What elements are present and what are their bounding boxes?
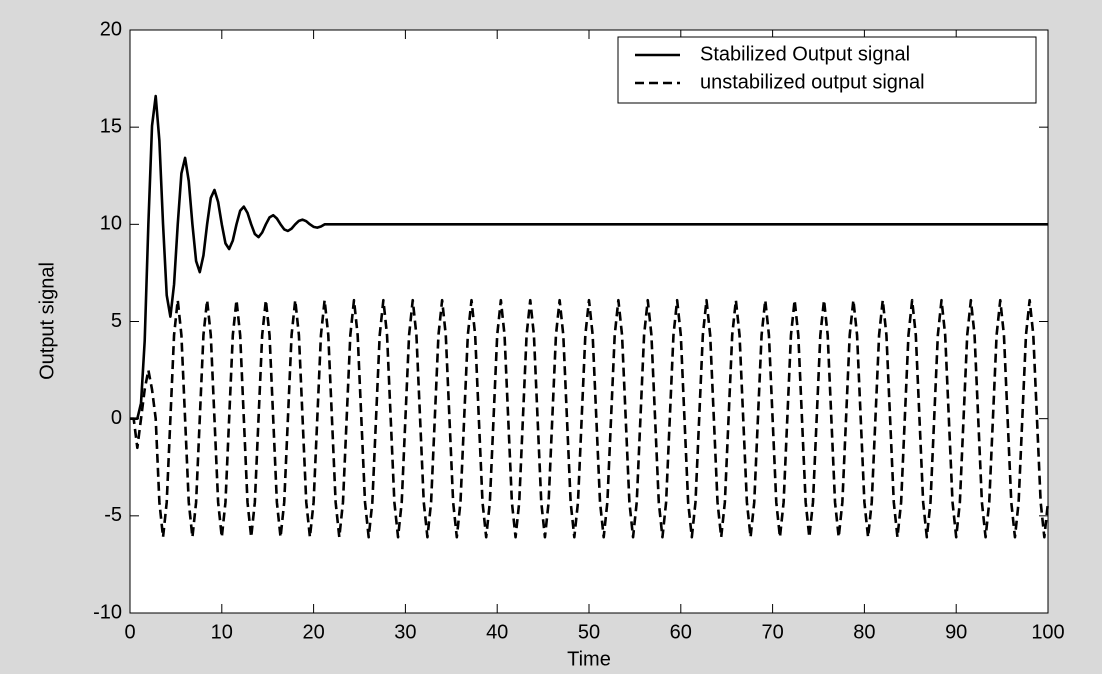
x-tick-label: 0 — [124, 621, 135, 643]
x-tick-label: 90 — [945, 621, 967, 643]
x-tick-label: 20 — [302, 621, 324, 643]
x-tick-label: 60 — [670, 621, 692, 643]
y-tick-label: 15 — [100, 115, 122, 137]
legend-box — [617, 36, 1037, 104]
x-tick-label: 40 — [486, 621, 508, 643]
legend-label: Stabilized Output signal — [700, 43, 910, 65]
y-tick-label: 10 — [100, 213, 122, 235]
x-tick-label: 30 — [394, 621, 416, 643]
y-axis-label: Output signal — [36, 262, 58, 380]
series-line — [130, 94, 1048, 420]
y-tick-label: 0 — [111, 407, 122, 429]
x-axis-label: Time — [567, 648, 611, 670]
y-tick-label: 5 — [111, 310, 122, 332]
x-tick-label: 70 — [761, 621, 783, 643]
x-tick-label: 80 — [853, 621, 875, 643]
y-tick-label: -5 — [104, 504, 122, 526]
y-tick-label: 20 — [100, 18, 122, 40]
axes-box — [129, 29, 1049, 614]
y-tick-label: -10 — [93, 601, 122, 623]
legend: Stabilized Output signal unstabilized out… — [617, 36, 1037, 104]
x-tick-label: 100 — [1031, 621, 1064, 643]
legend-label: unstabilized output signal — [700, 71, 925, 93]
x-tick-label: 50 — [578, 621, 600, 643]
x-tick-label: 10 — [211, 621, 233, 643]
series-line — [130, 298, 1050, 539]
